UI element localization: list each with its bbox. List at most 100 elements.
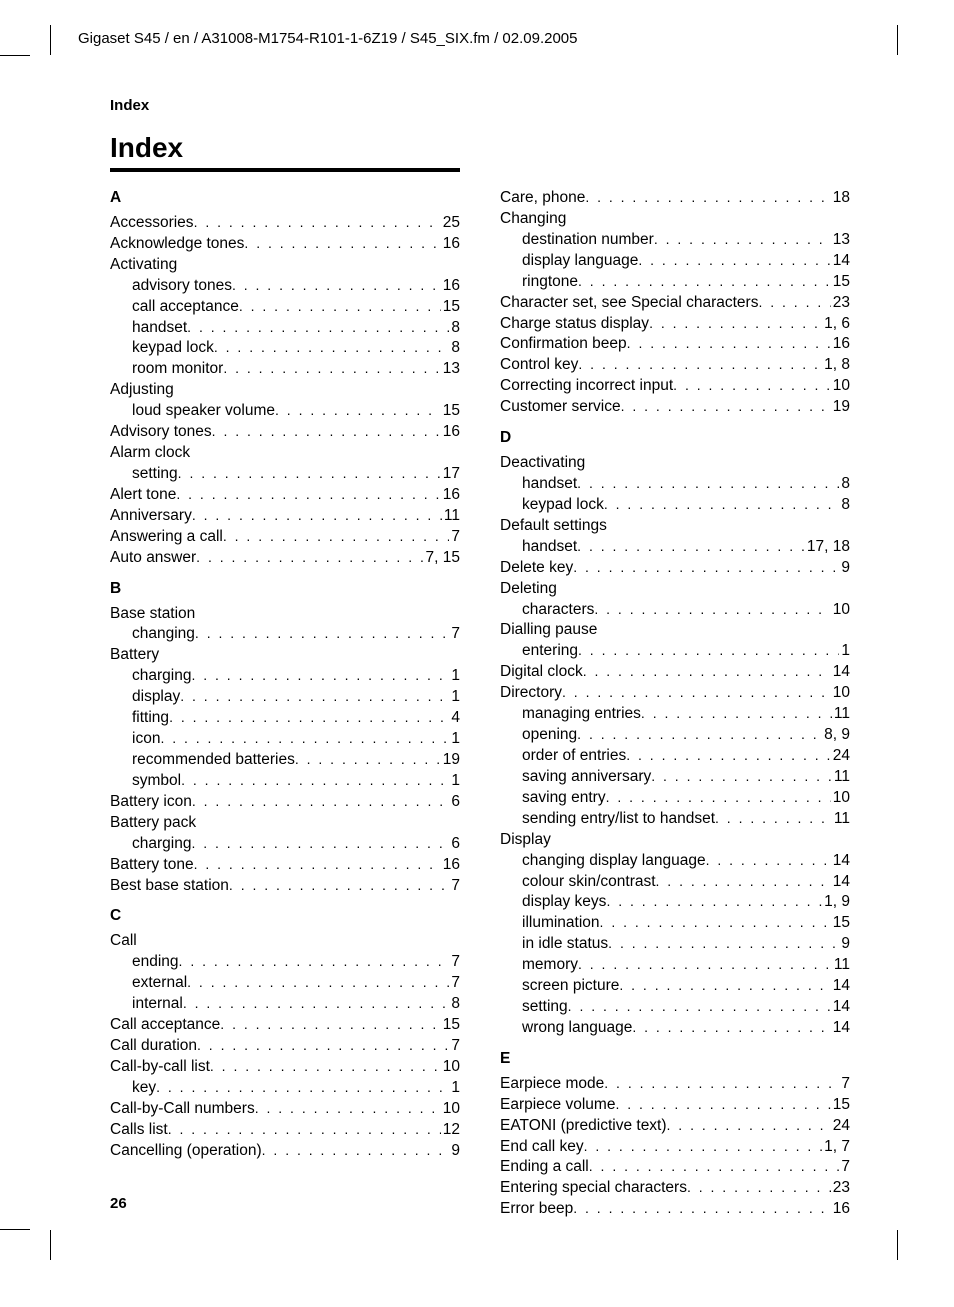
index-entry-term: Battery: [110, 645, 159, 666]
index-letter: D: [500, 428, 850, 449]
index-entry: loud speaker volume15: [110, 401, 460, 422]
index-entry: Best base station7: [110, 876, 460, 897]
index-entry: Deactivating: [500, 453, 850, 474]
index-entry: Ending a call7: [500, 1157, 850, 1178]
index-entry-term: charging: [132, 834, 191, 855]
index-entry: display1: [110, 687, 460, 708]
index-entry-leader: [594, 600, 830, 621]
index-entry-term: external: [132, 973, 187, 994]
index-entry-term: Acknowledge tones: [110, 234, 244, 255]
index-entry-term: Display: [500, 830, 551, 851]
index-entry-term: memory: [522, 955, 578, 976]
index-entry-term: Anniversary: [110, 506, 192, 527]
index-entry-page: 10: [831, 788, 850, 809]
index-entry: Control key1, 8: [500, 355, 850, 376]
index-entry-page: 15: [831, 1095, 850, 1116]
index-entry-page: 15: [441, 297, 460, 318]
index-entry: colour skin/contrast14: [500, 872, 850, 893]
index-entry: End call key1, 7: [500, 1137, 850, 1158]
index-entry-term: in idle status: [522, 934, 608, 955]
index-entry-term: Charge status display: [500, 314, 649, 335]
index-entry-page: 6: [449, 792, 460, 813]
index-entry-page: 23: [831, 293, 850, 314]
index-entry-leader: [214, 338, 450, 359]
index-entry-page: 16: [441, 276, 460, 297]
index-entry-leader: [194, 213, 441, 234]
index-entry-page: 16: [441, 422, 460, 443]
index-entry-term: ending: [132, 952, 179, 973]
index-entry-term: Deleting: [500, 579, 557, 600]
index-entry: display keys1, 9: [500, 892, 850, 913]
index-entry-leader: [194, 855, 441, 876]
index-entry-leader: [210, 1057, 441, 1078]
index-entry-leader: [577, 725, 822, 746]
index-entry-leader: [178, 464, 441, 485]
index-entry-term: EATONI (predictive text): [500, 1116, 667, 1137]
index-entry-page: 6: [449, 834, 460, 855]
index-entry: Answering a call7: [110, 527, 460, 548]
index-entry-term: Error beep: [500, 1199, 573, 1220]
index-entry-term: Battery tone: [110, 855, 194, 876]
index-entry-term: symbol: [132, 771, 181, 792]
index-entry-term: display language: [522, 251, 638, 272]
index-entry-page: 24: [831, 1116, 850, 1137]
index-entry-leader: [589, 1157, 840, 1178]
index-entry-term: saving anniversary: [522, 767, 651, 788]
index-entry: Error beep16: [500, 1199, 850, 1220]
index-entry: symbol1: [110, 771, 460, 792]
index-entry: Digital clock14: [500, 662, 850, 683]
index-entry-page: 14: [831, 662, 850, 683]
index-entry-term: colour skin/contrast: [522, 872, 656, 893]
index-entry-leader: [244, 234, 440, 255]
index-entry-page: 11: [832, 955, 850, 976]
index-entry-leader: [220, 1015, 440, 1036]
index-entry: EATONI (predictive text) 24: [500, 1116, 850, 1137]
index-entry-leader: [191, 666, 449, 687]
index-entry-leader: [192, 506, 442, 527]
index-entry-leader: [584, 1137, 823, 1158]
index-entry-page: 1, 6: [822, 314, 850, 335]
index-entry-leader: [187, 973, 449, 994]
index-entry-term: Directory: [500, 683, 562, 704]
index-entry-leader: [183, 994, 450, 1015]
index-entry-term: setting: [522, 997, 568, 1018]
index-entry: charging1: [110, 666, 460, 687]
index-entry: handset8: [500, 474, 850, 495]
index-entry-page: 19: [441, 750, 460, 771]
index-entry: Alert tone16: [110, 485, 460, 506]
index-entry-leader: [608, 934, 839, 955]
index-entry: fitting4: [110, 708, 460, 729]
index-entry-page: 14: [831, 997, 850, 1018]
index-entry-page: 11: [832, 704, 850, 725]
index-entry-term: ringtone: [522, 272, 578, 293]
index-entry-term: destination number: [522, 230, 654, 251]
index-entry-leader: [223, 359, 440, 380]
index-entry: Calls list12: [110, 1120, 460, 1141]
index-entry: handset17, 18: [500, 537, 850, 558]
index-entry-page: 1, 8: [822, 355, 850, 376]
index-entry-term: keypad lock: [522, 495, 604, 516]
index-entry-term: Call: [110, 931, 137, 952]
index-entry-leader: [255, 1099, 441, 1120]
index-entry-leader: [627, 334, 831, 355]
index-entry-page: 12: [441, 1120, 460, 1141]
index-entry-leader: [656, 872, 831, 893]
index-entry-term: handset: [132, 318, 187, 339]
index-entry-leader: [295, 750, 441, 771]
index-entry-page: 15: [441, 401, 460, 422]
index-entry-term: Default settings: [500, 516, 607, 537]
index-entry-leader: [615, 1095, 830, 1116]
index-entry-leader: [578, 355, 822, 376]
index-entry: Entering special characters23: [500, 1178, 850, 1199]
index-entry-term: Call duration: [110, 1036, 197, 1057]
index-entry-term: Alarm clock: [110, 443, 190, 464]
index-entry-page: 1: [839, 641, 850, 662]
index-entry-term: Delete key: [500, 558, 573, 579]
index-entry-page: 11: [832, 809, 850, 830]
crop-mark: [0, 1229, 30, 1230]
index-entry: in idle status9: [500, 934, 850, 955]
index-entry-term: saving entry: [522, 788, 606, 809]
index-entry-leader: [197, 1036, 449, 1057]
index-entry-term: Dialling pause: [500, 620, 597, 641]
index-entry-page: 11: [832, 767, 850, 788]
